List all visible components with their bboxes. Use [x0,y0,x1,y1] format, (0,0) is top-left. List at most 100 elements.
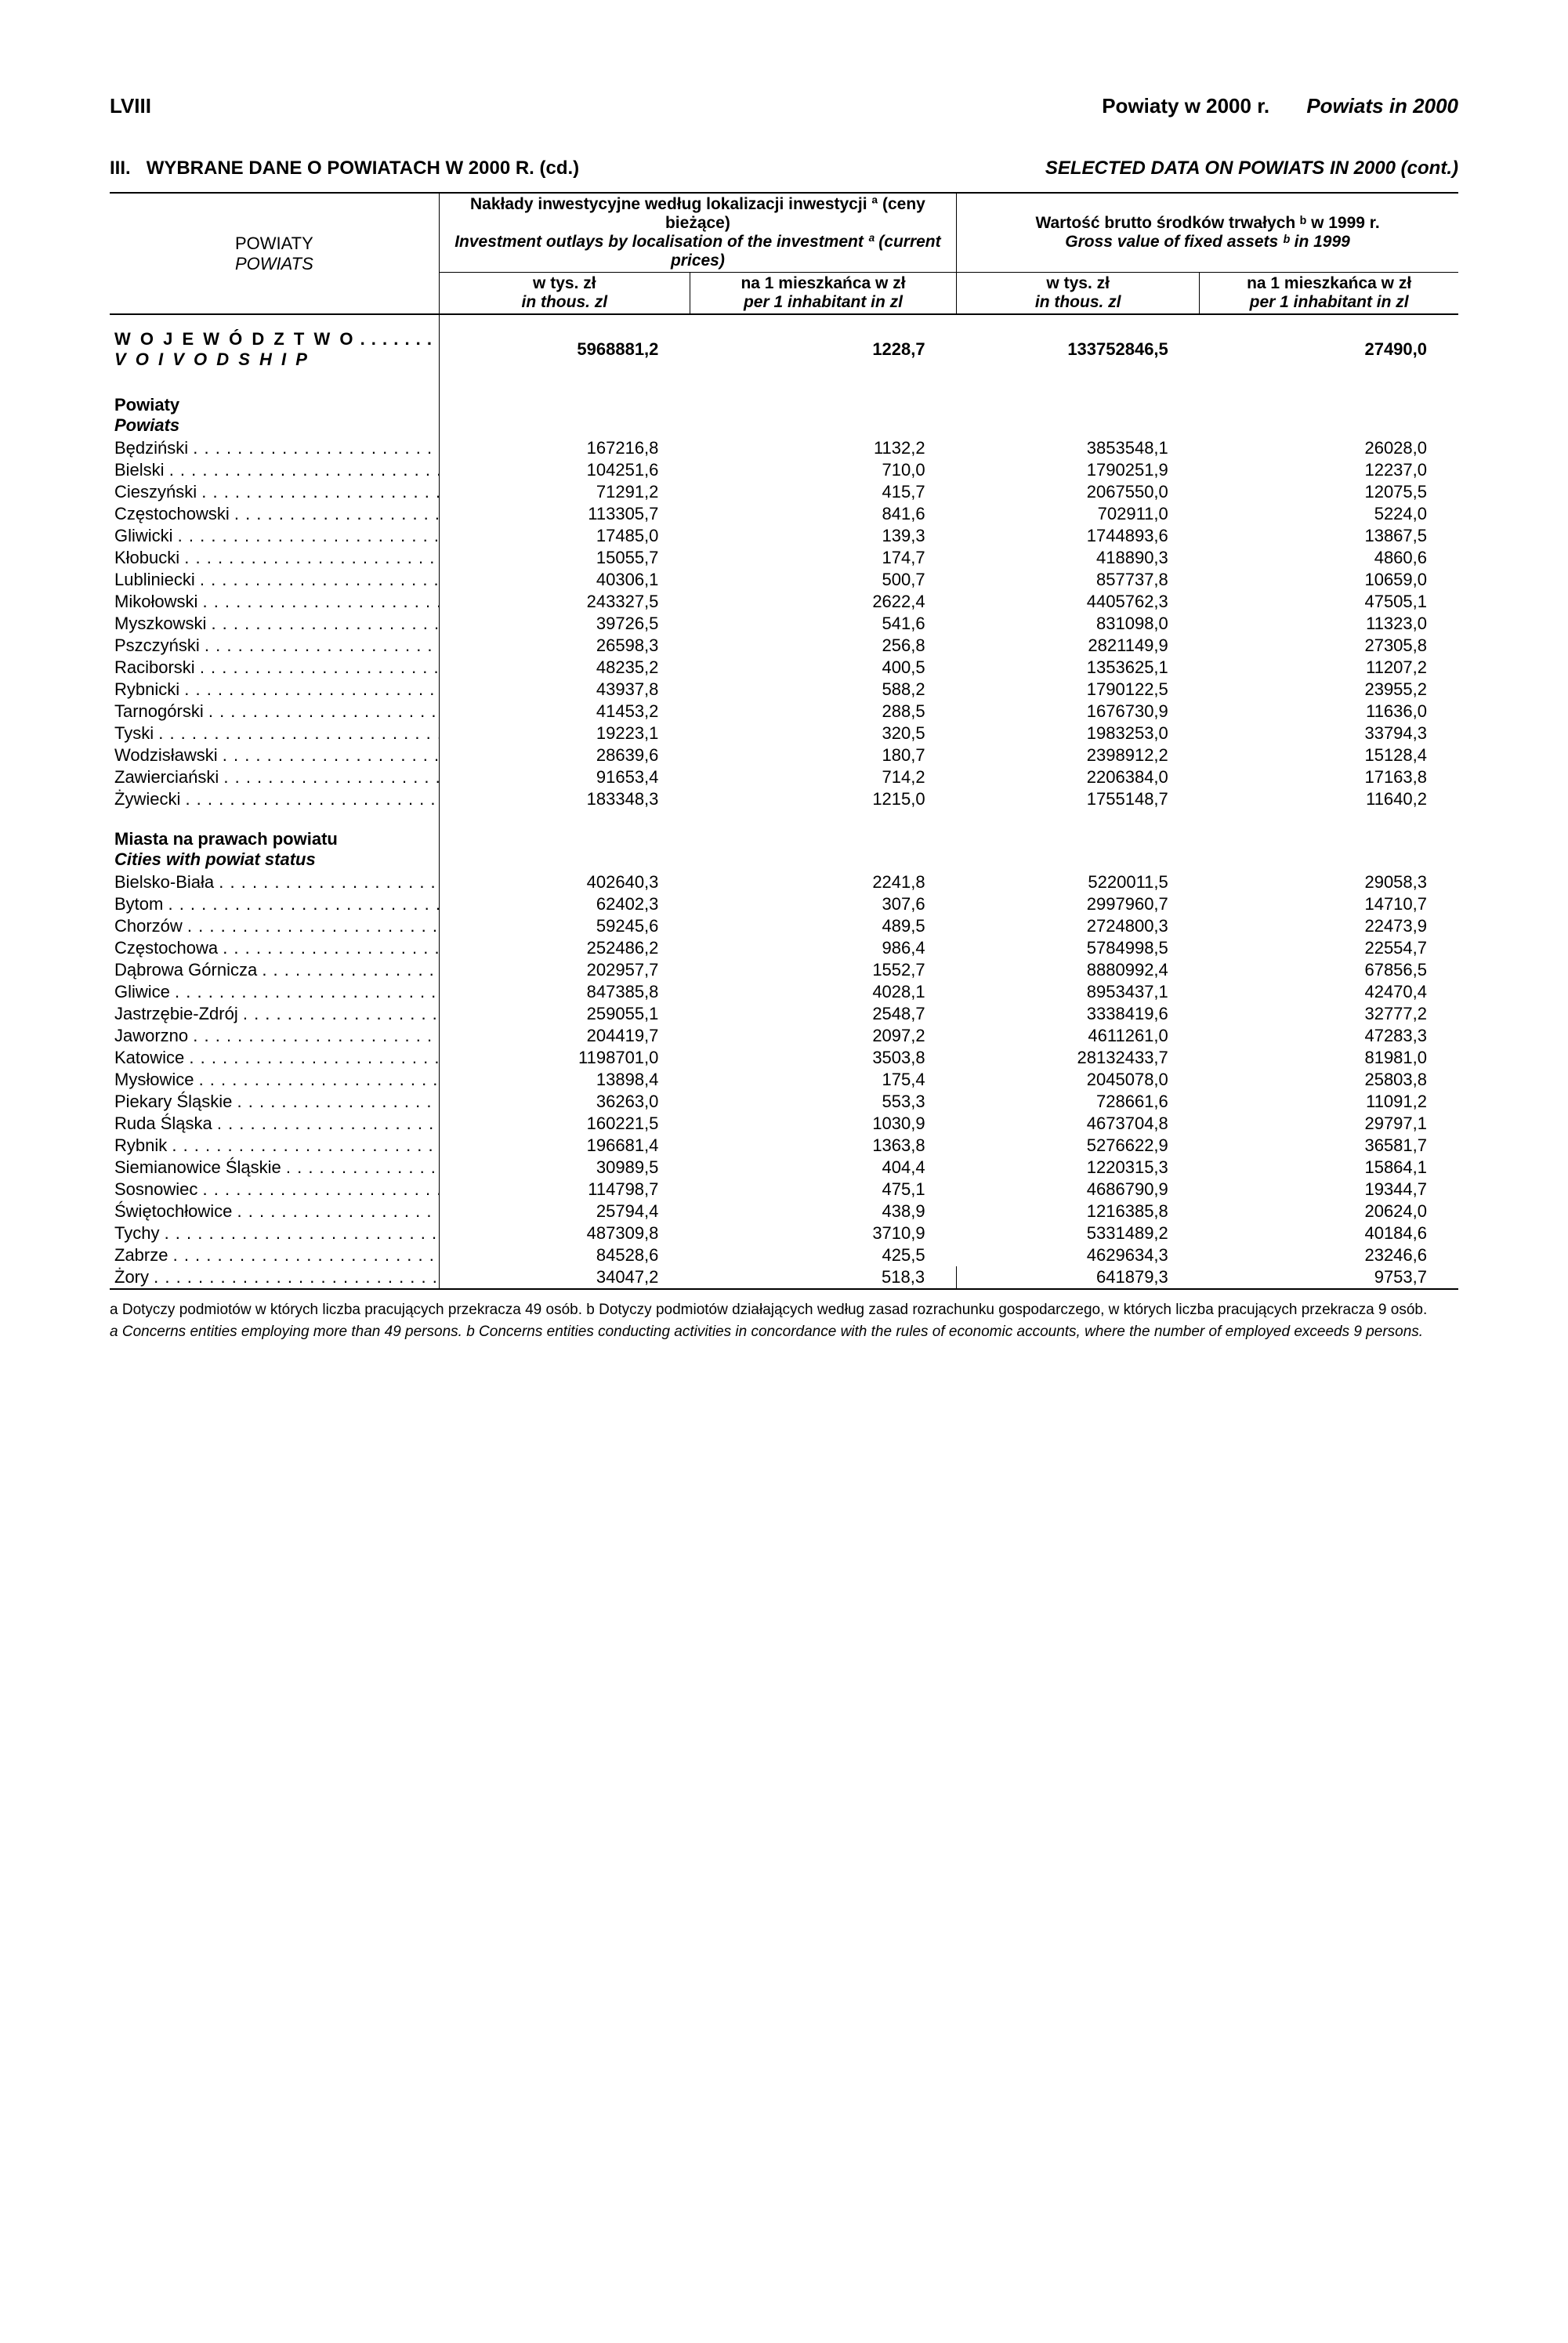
dot-leader: . . . . . . . . . . . . . . . . . . . . … [234,504,439,523]
woj-v2: 1228,7 [690,314,956,376]
cell-value: 489,5 [690,915,956,937]
table-row: Żory . . . . . . . . . . . . . . . . . .… [110,1266,1458,1289]
cell-value: 11640,2 [1200,788,1458,810]
table-row: Gliwice . . . . . . . . . . . . . . . . … [110,981,1458,1003]
cell-value: 831098,0 [957,613,1200,635]
cell-value: 17485,0 [439,525,690,547]
row-name: Jaworzno [114,1026,193,1045]
cell-value: 28639,6 [439,744,690,766]
table-row: Świętochłowice . . . . . . . . . . . . .… [110,1200,1458,1222]
dot-leader: . . . . . . . . . . . . . . . . . . . . … [189,1048,439,1067]
table-row: Tyski . . . . . . . . . . . . . . . . . … [110,722,1458,744]
row-name: Sosnowiec [114,1179,203,1199]
cell-value: 1676730,9 [957,701,1200,722]
dot-leader: . . . . . . . . . . . . . . . . . . . . … [223,938,439,958]
cell-value: 1790122,5 [957,679,1200,701]
row-name: Bielski [114,460,169,480]
table-row: Sosnowiec . . . . . . . . . . . . . . . … [110,1179,1458,1200]
row-name: Gliwicki [114,526,178,545]
row-name: Piekary Śląskie [114,1092,237,1111]
cell-value: 1983253,0 [957,722,1200,744]
section-number: III. [110,158,131,179]
cell-value: 475,1 [690,1179,956,1200]
page-header-right: Powiaty w 2000 r. Powiats in 2000 [1102,94,1458,118]
row-name: Zawierciański [114,767,223,787]
cell-value: 500,7 [690,569,956,591]
cell-value: 710,0 [690,459,956,481]
row-name: Częstochowski [114,504,234,523]
cell-value: 204419,7 [439,1025,690,1047]
cell-value: 400,5 [690,657,956,679]
cell-value: 425,5 [690,1244,956,1266]
dot-leader: . . . . . . . . . . . . . . . . . . . . … [205,636,439,655]
table-row: Żywiecki . . . . . . . . . . . . . . . .… [110,788,1458,810]
footnote-pl: a Dotyczy podmiotów w których liczba pra… [110,1302,1427,1318]
row-name: Jastrzębie-Zdrój [114,1004,243,1023]
table-row: Tychy . . . . . . . . . . . . . . . . . … [110,1222,1458,1244]
table-row: Dąbrowa Górnicza . . . . . . . . . . . .… [110,959,1458,981]
voivodship-row: W O J E W Ó D Z T W O . . . . . . . . V … [110,314,1458,376]
dot-leader: . . . . . . . . . . . . . . . . . . . . … [237,1092,440,1111]
cell-value: 19344,7 [1200,1179,1458,1200]
cell-value: 4673704,8 [957,1113,1200,1135]
dot-leader: . . . . . . . . . . . . . . . . . . . . … [154,1267,439,1287]
cell-value: 36263,0 [439,1091,690,1113]
cell-value: 2398912,2 [957,744,1200,766]
row-name: Bielsko-Biała [114,872,219,892]
cell-value: 415,7 [690,481,956,503]
cell-value: 196681,4 [439,1135,690,1157]
cell-value: 20624,0 [1200,1200,1458,1222]
row-name: Zabrze [114,1245,173,1265]
cell-value: 22554,7 [1200,937,1458,959]
dot-leader: . . . . . . . . . . . . . . . . . . . . … [172,1135,439,1155]
voivodship-name-en: V O I V O D S H I P [114,349,434,370]
cell-value: 39726,5 [439,613,690,635]
cell-value: 43937,8 [439,679,690,701]
cell-value: 857737,8 [957,569,1200,591]
table-row: Siemianowice Śląskie . . . . . . . . . .… [110,1157,1458,1179]
table-row: Częstochowa . . . . . . . . . . . . . . … [110,937,1458,959]
cell-value: 2241,8 [690,871,956,893]
cell-value: 15128,4 [1200,744,1458,766]
cell-value: 4686790,9 [957,1179,1200,1200]
cell-value: 62402,3 [439,893,690,915]
cell-value: 641879,3 [957,1266,1200,1289]
cell-value: 67856,5 [1200,959,1458,981]
dot-leader: . . . . . . . . . . . . . . . . . . . . … [185,789,439,809]
cell-value: 320,5 [690,722,956,744]
row-name: Rybnik [114,1135,172,1155]
dot-leader: . . . . . . . . . . . . . . . . . . . . … [200,657,439,677]
footnote: a Dotyczy podmiotów w których liczba pra… [110,1301,1458,1342]
cell-value: 8953437,1 [957,981,1200,1003]
cell-value: 252486,2 [439,937,690,959]
cell-value: 404,4 [690,1157,956,1179]
table-row: Kłobucki . . . . . . . . . . . . . . . .… [110,547,1458,569]
cell-value: 1220315,3 [957,1157,1200,1179]
table-row: Mikołowski . . . . . . . . . . . . . . .… [110,591,1458,613]
col-head-powiaty: POWIATY POWIATS [110,193,439,314]
cell-value: 418890,3 [957,547,1200,569]
row-name: Tyski [114,723,158,743]
section-label-pl: Miasta na prawach powiatu [114,829,338,849]
cell-value: 10659,0 [1200,569,1458,591]
cell-value: 702911,0 [957,503,1200,525]
cell-value: 48235,2 [439,657,690,679]
dot-leader: . . . . . . . . . . . . . . . . . . . . … [217,1114,439,1133]
cell-value: 5331489,2 [957,1222,1200,1244]
section-row: Miasta na prawach powiatuCities with pow… [110,810,1458,871]
woj-v3: 133752846,5 [957,314,1200,376]
row-name: Lubliniecki [114,570,200,589]
cell-value: 71291,2 [439,481,690,503]
dot-leader: . . . . . . . . . . . . . . . . . . . . … [175,982,439,1001]
cell-value: 1755148,7 [957,788,1200,810]
cell-value: 84528,6 [439,1244,690,1266]
cell-value: 847385,8 [439,981,690,1003]
row-name: Kłobucki [114,548,184,567]
cell-value: 19223,1 [439,722,690,744]
footnote-en: a Concerns entities employing more than … [110,1323,1458,1342]
cell-value: 33794,3 [1200,722,1458,744]
table-row: Chorzów . . . . . . . . . . . . . . . . … [110,915,1458,937]
row-name: Częstochowa [114,938,223,958]
row-name: Gliwice [114,982,175,1001]
cell-value: 1198701,0 [439,1047,690,1069]
